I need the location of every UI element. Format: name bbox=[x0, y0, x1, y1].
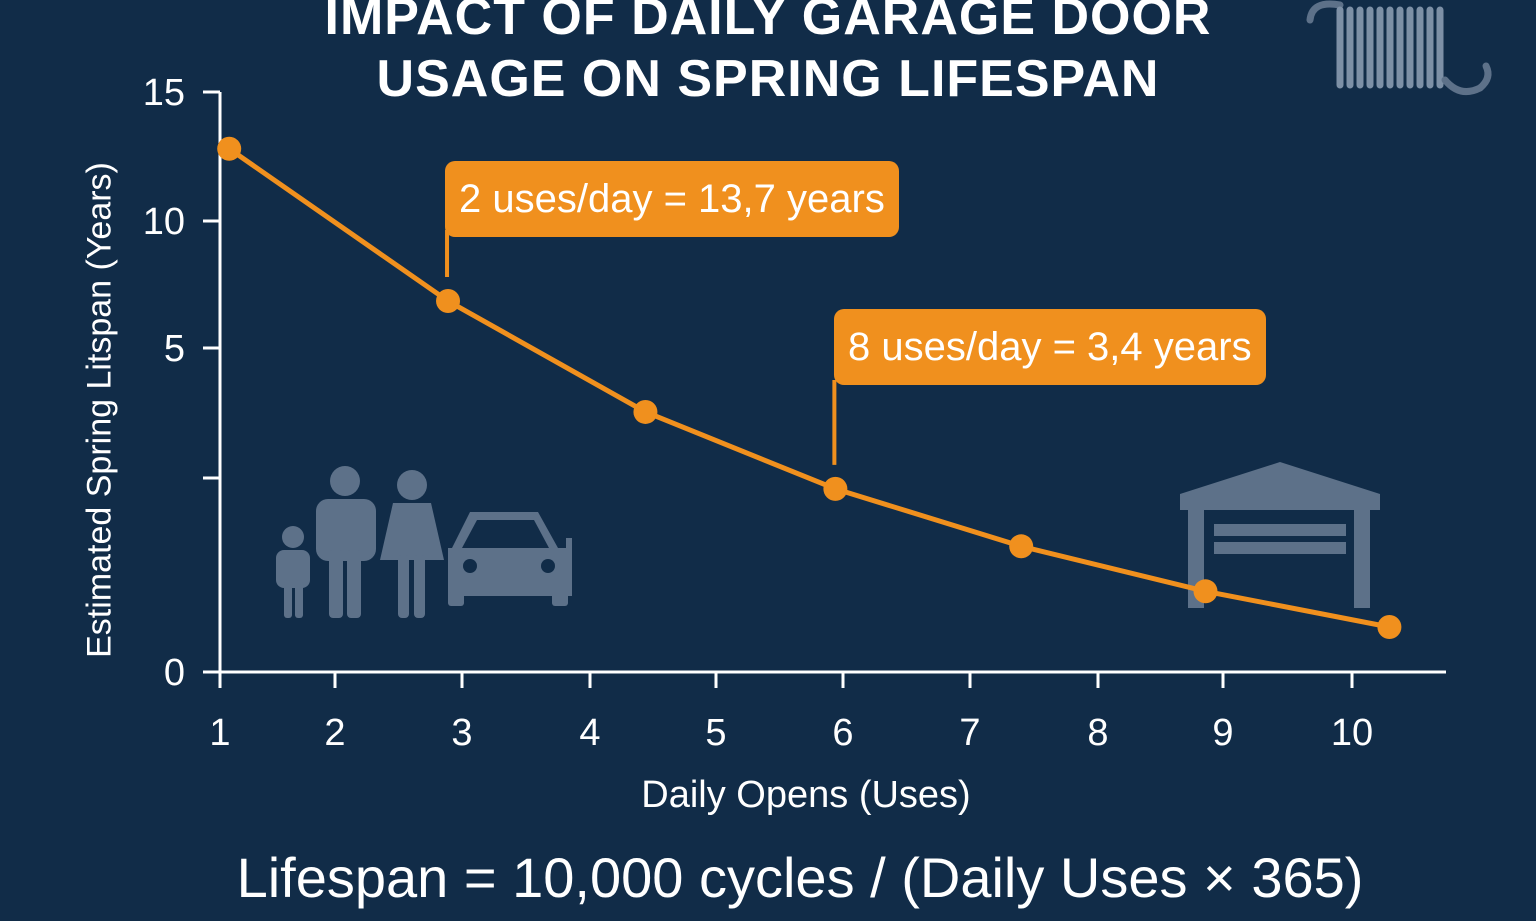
data-point bbox=[1193, 579, 1218, 604]
x-tick-label: 10 bbox=[1331, 712, 1373, 754]
annotation-2: 8 uses/day = 3,4 years bbox=[834, 309, 1266, 385]
y-tick-label: 0 bbox=[164, 652, 185, 694]
title-line-2: USAGE ON SPRING LIFESPAN bbox=[376, 50, 1160, 108]
x-tick-label: 7 bbox=[959, 712, 980, 754]
y-tick-label: 10 bbox=[143, 201, 185, 243]
data-point bbox=[436, 289, 461, 314]
x-tick-label: 9 bbox=[1212, 712, 1233, 754]
x-tick-label: 8 bbox=[1087, 712, 1108, 754]
series-line bbox=[217, 136, 1402, 639]
title-line-1: IMPACT OF DAILY GARAGE DOOR bbox=[324, 0, 1212, 46]
data-point bbox=[1377, 614, 1402, 639]
x-tick-label: 4 bbox=[579, 712, 600, 754]
x-tick-label: 2 bbox=[324, 712, 345, 754]
x-tick-label: 1 bbox=[209, 712, 230, 754]
spring-icon bbox=[1306, 0, 1492, 96]
y-tick-label: 5 bbox=[164, 328, 185, 370]
y-axis-label: Estimated Spring Litspan (Years) bbox=[80, 162, 119, 658]
data-point bbox=[633, 399, 658, 424]
data-point bbox=[1009, 534, 1034, 559]
x-tick-label: 6 bbox=[832, 712, 853, 754]
chart-title: IMPACT OF DAILY GARAGE DOOR USAGE ON SPR… bbox=[0, 0, 1536, 110]
data-point bbox=[823, 476, 848, 501]
x-axis-label: Daily Opens (Uses) bbox=[641, 774, 971, 816]
y-tick-label: 15 bbox=[143, 72, 185, 114]
x-tick-label: 5 bbox=[705, 712, 726, 754]
x-tick-label: 3 bbox=[451, 712, 472, 754]
axes: 1 2 3 4 5 6 7 8 9 10 0 5 10 15 bbox=[143, 72, 1446, 754]
data-point bbox=[217, 136, 242, 161]
family-icon bbox=[276, 466, 444, 618]
annotation-1: 2 uses/day = 13,7 years bbox=[445, 161, 899, 237]
formula-text: Lifespan = 10,000 cycles / (Daily Uses ×… bbox=[236, 846, 1364, 909]
garage-icon bbox=[1180, 462, 1380, 608]
car-icon bbox=[448, 512, 572, 606]
